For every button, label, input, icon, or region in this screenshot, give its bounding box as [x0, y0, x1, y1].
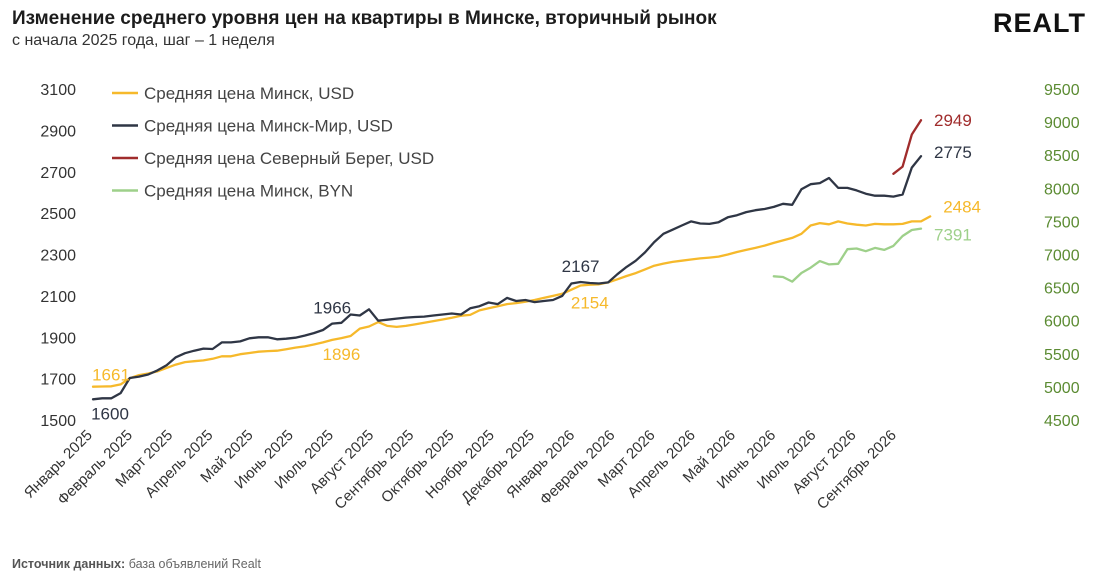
left-y-tick-label: 2900 [40, 123, 76, 140]
source-label: Источник данных: [12, 557, 126, 571]
data-label: 7391 [934, 226, 972, 245]
data-label: 1896 [322, 345, 360, 364]
chart-title: Изменение среднего уровня цен на квартир… [12, 8, 717, 29]
left-y-tick-label: 1500 [40, 413, 76, 430]
right-y-tick-label: 6500 [1044, 281, 1080, 298]
right-y-tick-label: 7500 [1044, 214, 1080, 231]
legend-label: Средняя цена Минск, USD [144, 84, 354, 103]
severny-bereg-usd-line [892, 119, 923, 175]
right-y-tick-label: 9500 [1044, 82, 1080, 99]
left-y-tick-label: 2300 [40, 248, 76, 265]
legend-label: Средняя цена Северный Берег, USD [144, 149, 434, 168]
data-label: 1661 [92, 366, 130, 385]
data-label: 2775 [934, 143, 972, 162]
minsk-byn-line [772, 227, 923, 283]
left-y-tick-label: 3100 [40, 82, 76, 99]
source-text: база объявлений Realt [125, 557, 261, 571]
x-tick-label: Январь 2025 [21, 427, 96, 502]
right-y-tick-label: 4500 [1044, 413, 1080, 430]
minsk-mir-usd-line [91, 155, 923, 401]
right-y-tick-label: 5000 [1044, 380, 1080, 397]
data-label: 2949 [934, 111, 972, 130]
legend-label: Средняя цена Минск, BYN [144, 182, 353, 201]
left-y-tick-label: 2700 [40, 165, 76, 182]
left-y-tick-label: 2500 [40, 206, 76, 223]
right-y-tick-label: 6000 [1044, 314, 1080, 331]
minsk-usd-line [91, 215, 932, 388]
realt-logo: REALT [993, 8, 1086, 38]
right-y-tick-label: 8000 [1044, 181, 1080, 198]
left-y-tick-label: 1700 [40, 372, 76, 389]
left-y-tick-label: 2100 [40, 289, 76, 306]
right-y-tick-label: 8500 [1044, 148, 1080, 165]
right-y-tick-label: 9000 [1044, 115, 1080, 132]
source-note: Источник данных: база объявлений Realt [12, 557, 261, 571]
data-label: 1600 [91, 404, 129, 423]
legend-label: Средняя цена Минск-Мир, USD [144, 117, 393, 136]
left-y-tick-label: 1900 [40, 330, 76, 347]
right-y-tick-label: 7000 [1044, 248, 1080, 265]
right-y-tick-label: 5500 [1044, 347, 1080, 364]
chart-subtitle: с начала 2025 года, шаг – 1 неделя [12, 32, 275, 49]
data-label: 2167 [562, 257, 600, 276]
data-label: 2154 [571, 294, 609, 313]
data-label: 2484 [943, 197, 981, 216]
data-label: 1966 [313, 299, 351, 318]
